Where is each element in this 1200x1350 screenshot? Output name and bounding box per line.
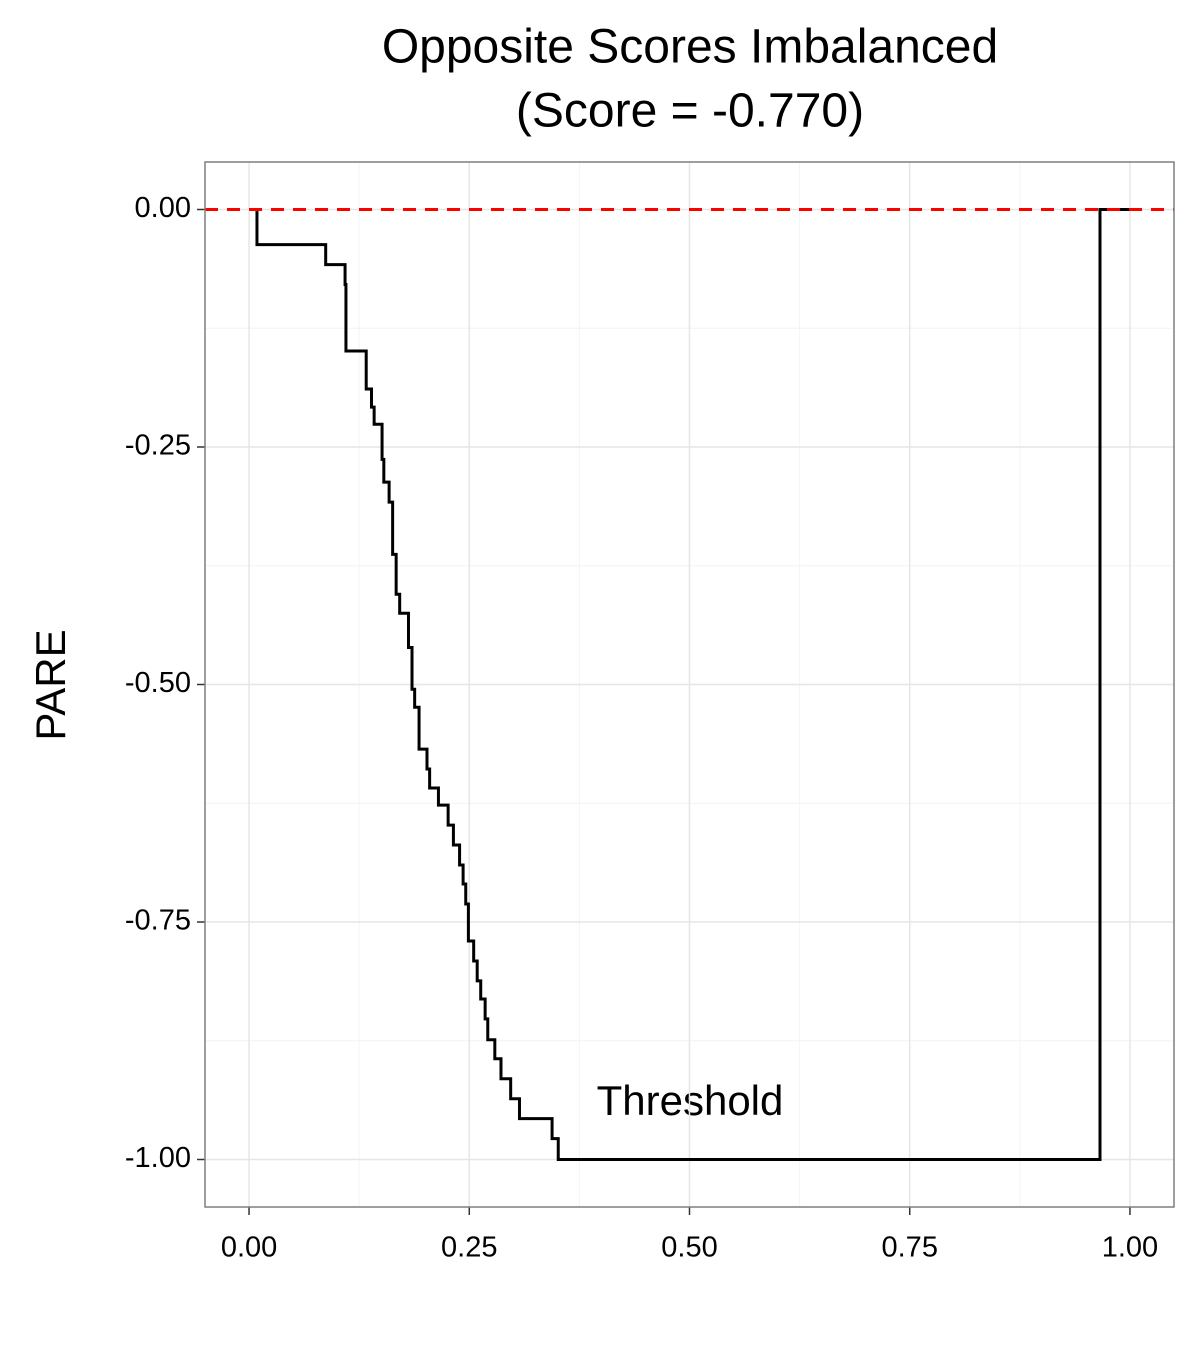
- y-axis-title: PARE: [27, 629, 74, 740]
- y-tick-label: -0.50: [125, 667, 191, 699]
- y-tick-label: -0.25: [125, 430, 191, 462]
- y-tick-label: -1.00: [125, 1142, 191, 1174]
- x-tick-label: 0.00: [221, 1232, 277, 1264]
- panel-border: [204, 161, 1175, 1208]
- data-line: [249, 208, 1130, 1161]
- chart-title: (Score = -0.770): [516, 85, 864, 138]
- y-tick-label: -0.75: [125, 905, 191, 937]
- x-tick-label: 1.00: [1102, 1232, 1158, 1264]
- y-tick-label: 0.00: [135, 192, 191, 224]
- x-tick-label: 0.50: [661, 1232, 717, 1264]
- x-tick-label: 0.25: [441, 1232, 497, 1264]
- x-tick-label: 0.75: [882, 1232, 938, 1264]
- chart-title: Opposite Scores Imbalanced: [382, 21, 998, 74]
